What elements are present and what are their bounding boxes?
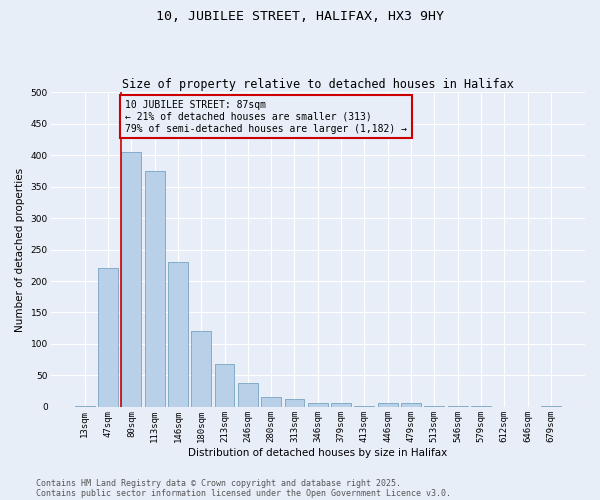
Bar	[378, 403, 398, 407]
Bar	[331, 403, 351, 407]
Text: 10, JUBILEE STREET, HALIFAX, HX3 9HY: 10, JUBILEE STREET, HALIFAX, HX3 9HY	[156, 10, 444, 23]
Bar	[424, 406, 444, 407]
Bar	[308, 403, 328, 407]
Y-axis label: Number of detached properties: Number of detached properties	[15, 168, 25, 332]
Bar	[401, 403, 421, 407]
Bar	[145, 171, 164, 407]
Bar	[541, 406, 561, 407]
Bar	[75, 406, 95, 407]
Bar	[471, 406, 491, 407]
Bar	[284, 398, 304, 407]
Bar	[191, 332, 211, 407]
X-axis label: Distribution of detached houses by size in Halifax: Distribution of detached houses by size …	[188, 448, 448, 458]
Bar	[448, 406, 467, 407]
Bar	[261, 397, 281, 407]
Title: Size of property relative to detached houses in Halifax: Size of property relative to detached ho…	[122, 78, 514, 91]
Bar	[355, 406, 374, 407]
Bar	[168, 262, 188, 407]
Text: 10 JUBILEE STREET: 87sqm
← 21% of detached houses are smaller (313)
79% of semi-: 10 JUBILEE STREET: 87sqm ← 21% of detach…	[125, 100, 407, 134]
Text: Contains HM Land Registry data © Crown copyright and database right 2025.: Contains HM Land Registry data © Crown c…	[36, 478, 401, 488]
Text: Contains public sector information licensed under the Open Government Licence v3: Contains public sector information licen…	[36, 488, 451, 498]
Bar	[98, 268, 118, 407]
Bar	[238, 383, 258, 407]
Bar	[121, 152, 141, 407]
Bar	[215, 364, 235, 407]
